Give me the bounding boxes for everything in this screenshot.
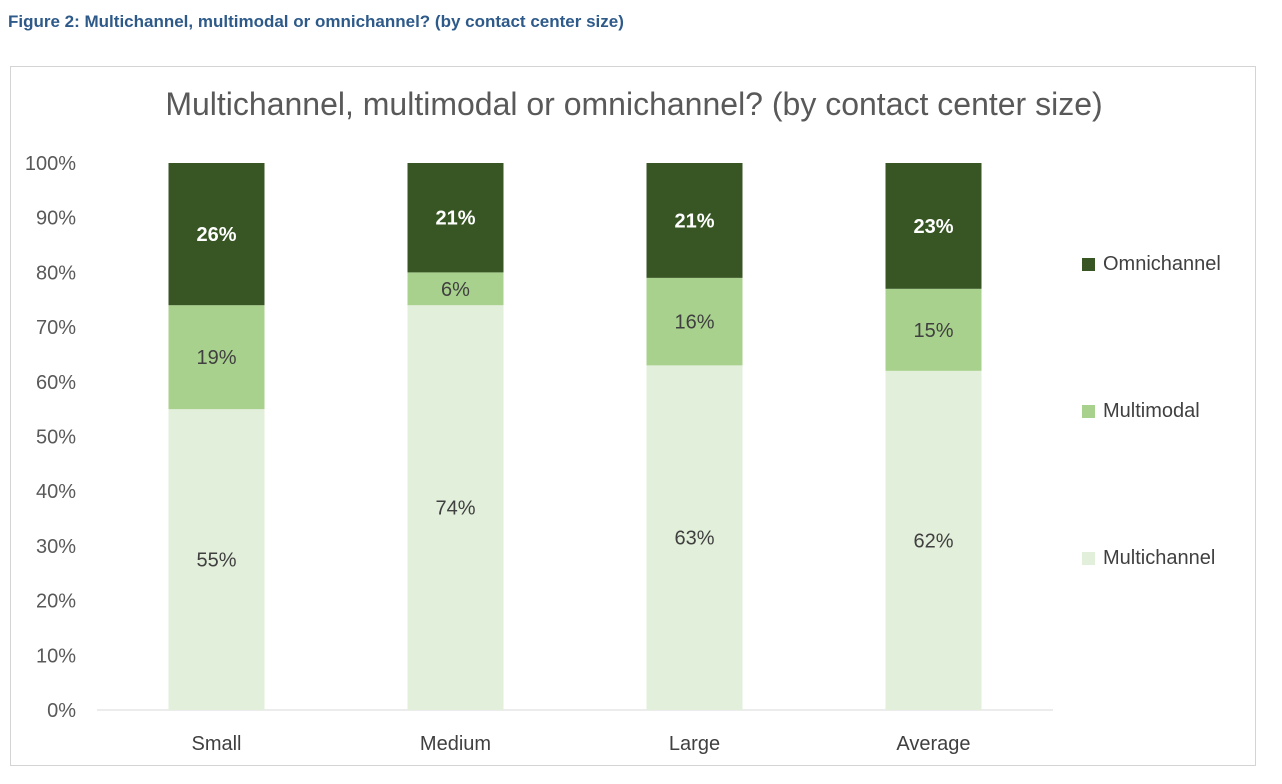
data-label: 6% <box>441 279 470 301</box>
legend-swatch-multimodal <box>1082 405 1095 418</box>
y-tick-label: 0% <box>47 700 76 722</box>
bar-segment-omnichannel <box>646 163 743 278</box>
data-label: 21% <box>674 210 714 232</box>
y-tick-label: 50% <box>36 427 76 449</box>
data-label: 19% <box>196 347 236 369</box>
chart-title: Multichannel, multimodal or omnichannel?… <box>165 86 1103 122</box>
bar-segment-omnichannel <box>885 163 982 289</box>
x-tick-label: Small <box>191 733 241 755</box>
y-tick-label: 30% <box>36 536 76 558</box>
legend-label-multichannel: Multichannel <box>1103 547 1216 569</box>
bar-segment-omnichannel <box>168 163 265 306</box>
legend-item-multichannel: Multichannel <box>1082 547 1215 570</box>
y-tick-label: 90% <box>36 208 76 230</box>
data-label: 63% <box>674 528 714 550</box>
data-label: 15% <box>913 320 953 342</box>
bar-segment-multichannel <box>407 305 504 710</box>
x-tick-label: Average <box>896 733 970 755</box>
x-tick-label: Large <box>669 733 720 755</box>
bar-segment-multimodal <box>646 277 743 366</box>
legend-label-multimodal: Multimodal <box>1103 400 1200 422</box>
y-tick-label: 20% <box>36 591 76 613</box>
data-label: 26% <box>196 224 236 246</box>
bar-segment-multichannel <box>646 365 743 710</box>
bar-segment-multimodal <box>168 305 265 410</box>
y-tick-label: 60% <box>36 372 76 394</box>
chart-frame <box>10 66 1256 766</box>
y-tick-label: 40% <box>36 481 76 503</box>
data-label: 74% <box>435 498 475 520</box>
legend-swatch-omnichannel <box>1082 258 1095 271</box>
data-label: 62% <box>913 530 953 552</box>
legend-label-omnichannel: Omnichannel <box>1103 253 1221 275</box>
bar-segment-multimodal <box>407 272 504 306</box>
bar-segment-multichannel <box>885 370 982 710</box>
legend-item-omnichannel: Omnichannel <box>1082 253 1221 276</box>
y-tick-label: 10% <box>36 645 76 667</box>
data-label: 16% <box>674 312 714 334</box>
data-label: 23% <box>913 216 953 238</box>
bar-segment-multichannel <box>168 409 265 710</box>
bar-segment-multimodal <box>885 288 982 371</box>
y-tick-label: 100% <box>25 153 76 175</box>
data-label: 55% <box>196 550 236 572</box>
y-tick-label: 70% <box>36 317 76 339</box>
data-label: 21% <box>435 208 475 230</box>
legend-item-multimodal: Multimodal <box>1082 400 1200 423</box>
x-tick-label: Medium <box>420 733 491 755</box>
figure-caption: Figure 2: Multichannel, multimodal or om… <box>8 12 624 31</box>
y-tick-label: 80% <box>36 262 76 284</box>
legend-swatch-multichannel <box>1082 552 1095 565</box>
bar-segment-omnichannel <box>407 163 504 273</box>
